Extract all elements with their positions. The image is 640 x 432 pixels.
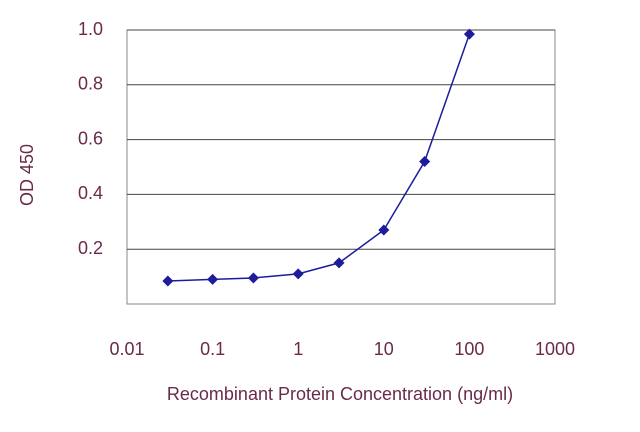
y-tick-label: 0.4 bbox=[78, 183, 103, 203]
point bbox=[463, 28, 475, 40]
line bbox=[167, 33, 471, 282]
x-tick-label: 0.01 bbox=[109, 339, 144, 359]
point bbox=[292, 268, 304, 280]
x-tick-label: 100 bbox=[454, 339, 484, 359]
point bbox=[378, 224, 390, 236]
point bbox=[162, 275, 174, 287]
y-axis-label: OD 450 bbox=[17, 144, 37, 206]
y-tick-label: 0.6 bbox=[78, 128, 103, 148]
point bbox=[333, 257, 345, 269]
x-axis-label: Recombinant Protein Concentration (ng/ml… bbox=[167, 384, 513, 404]
x-tick-label: 0.1 bbox=[200, 339, 225, 359]
point bbox=[207, 273, 219, 285]
y-tick-label: 0.2 bbox=[78, 238, 103, 258]
point bbox=[419, 156, 431, 168]
x-tick-label: 10 bbox=[374, 339, 394, 359]
x-tick-label: 1 bbox=[293, 339, 303, 359]
point bbox=[247, 272, 259, 284]
y-tick-label: 0.8 bbox=[78, 74, 103, 94]
y-tick-label: 1.0 bbox=[78, 19, 103, 39]
x-tick-label: 1000 bbox=[535, 339, 575, 359]
plot-area bbox=[126, 29, 556, 305]
